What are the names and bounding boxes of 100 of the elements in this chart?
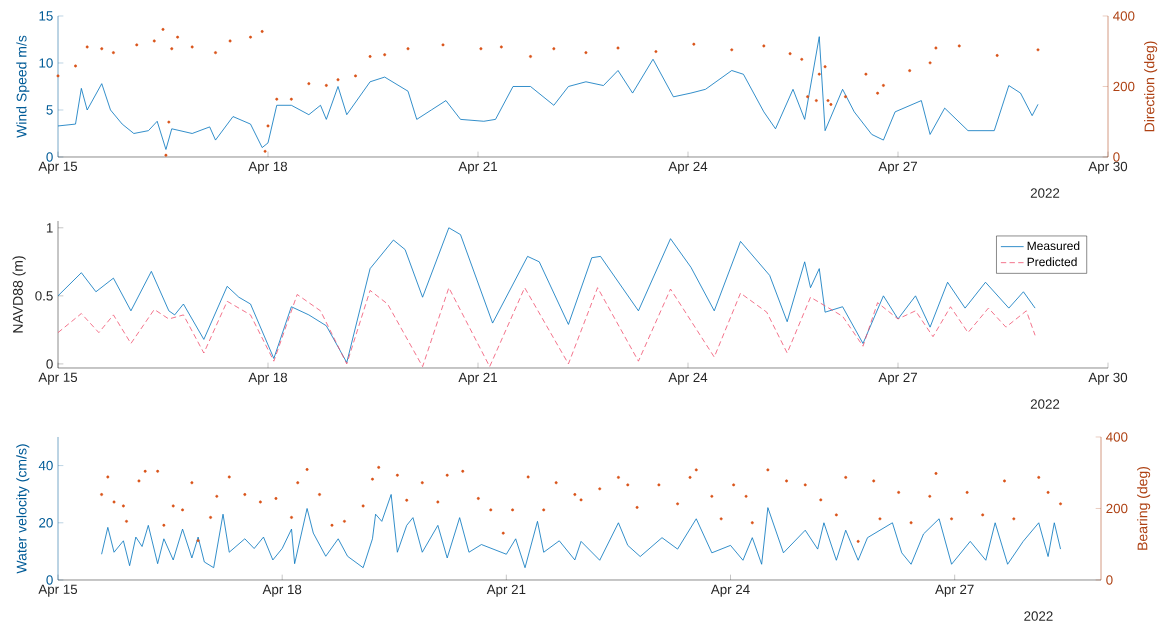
x-tick-label: Apr 18: [248, 161, 288, 174]
y2-tick-label: 200: [1106, 503, 1128, 514]
point: [406, 47, 410, 51]
text: 2022: [1030, 399, 1060, 409]
point: [806, 95, 810, 99]
y-axis-title: Water velocity (cm/s): [16, 444, 30, 574]
y-tick-label: 0: [46, 359, 53, 369]
y2-tick-label: 0: [1106, 575, 1113, 585]
y-tick-label: 0: [46, 152, 53, 162]
point: [552, 47, 556, 51]
point: [100, 47, 104, 51]
point: [266, 124, 270, 128]
y2-tick-label: 400: [1106, 432, 1128, 442]
line-series: [101, 494, 1061, 569]
y2-tick-label: 0: [1113, 152, 1120, 162]
point: [584, 51, 588, 55]
point: [908, 69, 912, 73]
y2-tick-label: 200: [1113, 81, 1135, 92]
x-tick-label: Apr 24: [668, 372, 708, 385]
point: [881, 83, 885, 87]
point: [499, 45, 503, 49]
point: [823, 65, 827, 69]
text: 2022: [1024, 611, 1053, 621]
y2-tick-label: 400: [1113, 11, 1135, 21]
y2-axis-title: Direction (deg): [1144, 41, 1158, 132]
point: [228, 39, 232, 43]
y-tick-label: 20: [39, 518, 53, 528]
point: [249, 35, 252, 39]
point: [876, 91, 880, 95]
point: [152, 39, 156, 43]
point: [654, 50, 658, 54]
point: [74, 64, 77, 68]
y-axis-title: Wind Speed m/s: [16, 35, 30, 138]
line-series: [57, 287, 1036, 368]
x-tick-label: Apr 21: [486, 584, 526, 597]
point: [864, 72, 868, 76]
point: [441, 43, 445, 47]
point: [324, 83, 328, 87]
point: [995, 54, 999, 57]
point: [214, 51, 217, 55]
point: [135, 43, 139, 47]
y-tick-label: 0.5: [35, 291, 53, 301]
point: [289, 97, 293, 101]
x-tick-label: Apr 27: [935, 584, 974, 597]
point: [616, 46, 620, 50]
x-tick-label: Apr 30: [1088, 161, 1128, 174]
y-tick-label: 5: [46, 105, 53, 115]
point: [307, 82, 311, 86]
point: [56, 74, 60, 78]
legend-label: Measured: [1027, 241, 1080, 251]
text: 2022: [1030, 188, 1060, 198]
y2-axis-title: Bearing (deg): [1137, 466, 1151, 550]
point: [844, 95, 847, 99]
x-tick-label: Apr 15: [38, 161, 78, 174]
point: [275, 97, 279, 101]
x-tick-label: Apr 30: [1088, 372, 1128, 385]
point: [167, 120, 171, 124]
point: [170, 47, 174, 51]
y-tick-label: 10: [39, 58, 53, 68]
point: [814, 99, 818, 103]
x-tick-label: Apr 18: [248, 372, 288, 385]
y-tick-label: 40: [38, 460, 53, 471]
x-tick-label: Apr 18: [262, 584, 302, 597]
legend-label: Predicted: [1027, 257, 1077, 267]
x-tick-label: Apr 21: [458, 161, 497, 174]
x-tick-label: Apr 24: [710, 584, 750, 597]
x-tick-label: Apr 27: [878, 161, 917, 174]
y-tick-label: 1: [46, 223, 53, 233]
point: [934, 46, 938, 50]
point: [85, 45, 89, 49]
point: [829, 102, 833, 106]
x-tick-label: Apr 27: [878, 372, 917, 385]
point: [263, 149, 267, 153]
point: [529, 55, 532, 58]
point: [111, 51, 115, 55]
point: [730, 48, 734, 52]
x-tick-label: Apr 24: [668, 161, 708, 174]
point: [164, 153, 168, 157]
point: [260, 30, 264, 33]
point: [817, 72, 821, 76]
point: [762, 44, 766, 48]
point: [354, 74, 357, 78]
point: [1036, 48, 1040, 52]
x-tick-label: Apr 15: [38, 372, 78, 385]
point: [957, 44, 961, 48]
point: [368, 55, 372, 58]
y-tick-label: 0: [46, 575, 53, 585]
point: [190, 45, 194, 49]
x-tick-label: Apr 15: [38, 584, 78, 597]
y-axis-title: NAVD88 (m): [12, 256, 26, 333]
point: [826, 99, 830, 103]
point: [800, 57, 804, 61]
point: [383, 53, 387, 57]
y-tick-label: 15: [39, 11, 53, 21]
point: [479, 47, 483, 51]
point: [788, 52, 792, 56]
point: [336, 78, 340, 82]
point: [176, 35, 180, 39]
point: [928, 61, 932, 65]
point: [692, 42, 696, 46]
